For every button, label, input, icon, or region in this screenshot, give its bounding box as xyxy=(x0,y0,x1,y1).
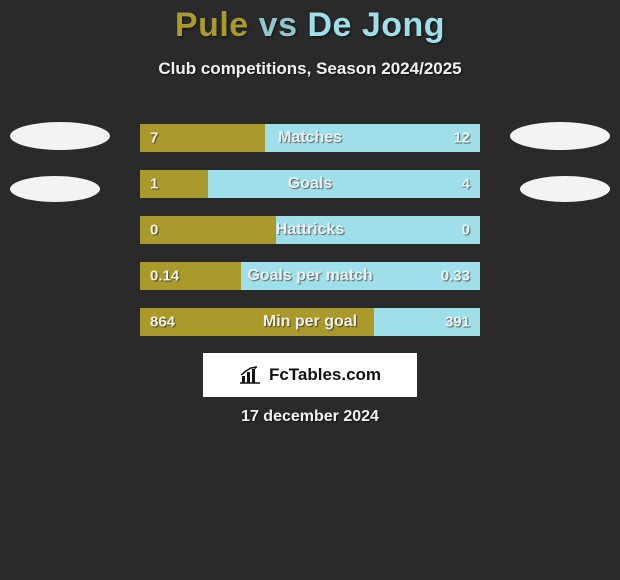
title-player1: Pule xyxy=(175,6,249,44)
club-logo-placeholder xyxy=(520,176,610,202)
stat-left-value: 864 xyxy=(150,314,175,331)
stat-row-left-fill xyxy=(140,308,374,336)
page-root: Pule vs De Jong Club competitions, Seaso… xyxy=(0,0,620,580)
stat-right-value: 0 xyxy=(462,222,470,239)
stat-row-left-fill xyxy=(140,216,276,244)
club-logo-placeholder xyxy=(10,122,110,150)
stat-row: 14Goals xyxy=(140,170,480,198)
source-badge-text: FcTables.com xyxy=(269,365,381,385)
stat-right-value: 4 xyxy=(462,176,470,193)
stat-row: 00Hattricks xyxy=(140,216,480,244)
comparison-bars: 712Matches14Goals00Hattricks0.140.33Goal… xyxy=(140,124,480,354)
page-title: Pule vs De Jong xyxy=(0,0,620,45)
stat-row: 0.140.33Goals per match xyxy=(140,262,480,290)
club-logo-placeholder xyxy=(510,122,610,150)
club-logo-placeholder xyxy=(10,176,100,202)
bar-chart-icon xyxy=(239,366,261,384)
stat-row-left-fill xyxy=(140,124,265,152)
title-player2: De Jong xyxy=(307,6,445,44)
source-badge: FcTables.com xyxy=(203,353,417,397)
stat-left-value: 1 xyxy=(150,176,158,193)
stat-row: 864391Min per goal xyxy=(140,308,480,336)
subtitle: Club competitions, Season 2024/2025 xyxy=(0,59,620,79)
stat-row: 712Matches xyxy=(140,124,480,152)
stat-left-value: 0.14 xyxy=(150,268,179,285)
title-vs: vs xyxy=(259,6,298,44)
stat-right-value: 391 xyxy=(445,314,470,331)
date-label: 17 december 2024 xyxy=(0,408,620,426)
stat-right-value: 12 xyxy=(453,130,470,147)
stat-left-value: 7 xyxy=(150,130,158,147)
stat-right-value: 0.33 xyxy=(441,268,470,285)
stat-left-value: 0 xyxy=(150,222,158,239)
